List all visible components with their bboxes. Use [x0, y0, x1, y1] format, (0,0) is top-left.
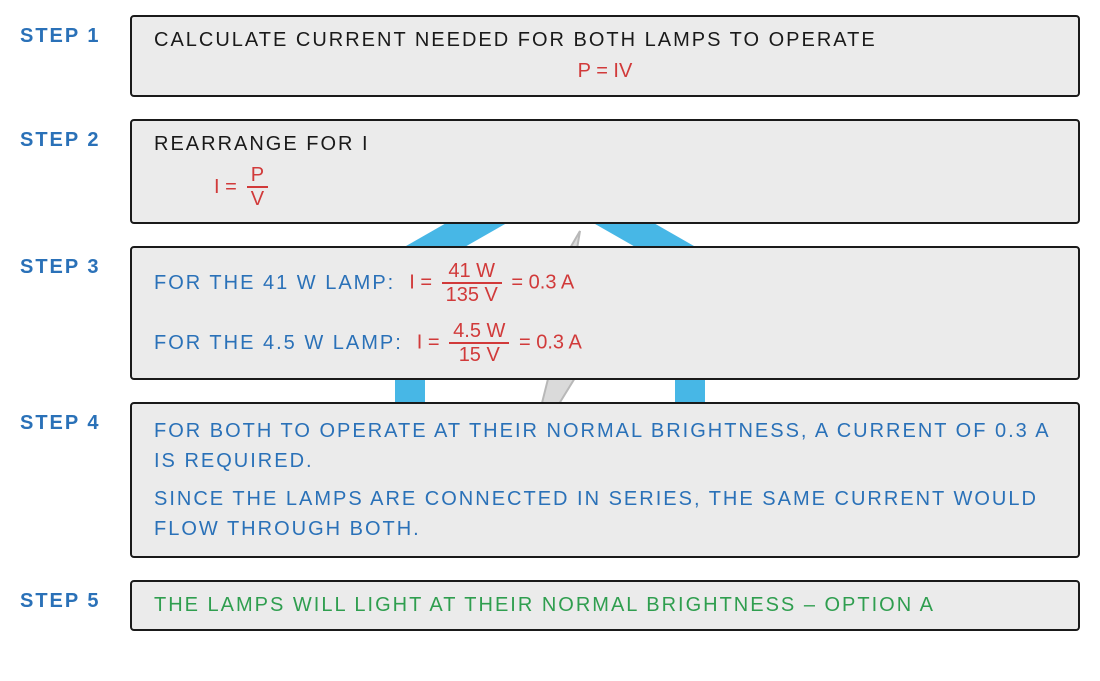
step-3-lamp2-lhs: I = [417, 331, 440, 353]
step-4-card: FOR BOTH TO OPERATE AT THEIR NORMAL BRIG… [130, 402, 1080, 558]
step-2-equation: I = P V [154, 164, 1056, 210]
step-3-lamp2-result: = 0.3 A [519, 331, 582, 353]
step-5-line1: THE LAMPS WILL LIGHT AT THEIR NORMAL BRI… [154, 594, 1056, 617]
step-5-label: STEP 5 [20, 580, 130, 613]
step-1-title: CALCULATE CURRENT NEEDED FOR BOTH LAMPS … [154, 29, 1056, 52]
step-2-row: STEP 2 REARRANGE FOR I I = P V [20, 119, 1080, 224]
step-3-lamp1: FOR THE 41 W LAMP: I = 41 W 135 V = 0.3 … [154, 260, 1056, 306]
step-1-row: STEP 1 CALCULATE CURRENT NEEDED FOR BOTH… [20, 15, 1080, 97]
step-2-eq-num: P [247, 164, 268, 188]
step-2-eq-lhs: I = [214, 176, 237, 199]
step-3-lamp1-num: 41 W [442, 260, 502, 284]
step-1-card: CALCULATE CURRENT NEEDED FOR BOTH LAMPS … [130, 15, 1080, 97]
step-3-lamp1-label: FOR THE 41 W LAMP: [154, 272, 395, 295]
step-3-lamp2-num: 4.5 W [449, 320, 509, 344]
step-4-label: STEP 4 [20, 402, 130, 435]
step-3-lamp1-lhs: I = [409, 271, 432, 293]
step-1-equation: P = IV [154, 60, 1056, 83]
step-3-row: STEP 3 FOR THE 41 W LAMP: I = 41 W 135 V… [20, 246, 1080, 380]
step-3-card: FOR THE 41 W LAMP: I = 41 W 135 V = 0.3 … [130, 246, 1080, 380]
step-1-label: STEP 1 [20, 15, 130, 48]
step-3-lamp2: FOR THE 4.5 W LAMP: I = 4.5 W 15 V = 0.3… [154, 320, 1056, 366]
step-3-label: STEP 3 [20, 246, 130, 279]
step-4-line1: FOR BOTH TO OPERATE AT THEIR NORMAL BRIG… [154, 416, 1056, 476]
step-5-card: THE LAMPS WILL LIGHT AT THEIR NORMAL BRI… [130, 580, 1080, 631]
step-4-line2: SINCE THE LAMPS ARE CONNECTED IN SERIES,… [154, 484, 1056, 544]
step-3-lamp2-den: 15 V [449, 344, 509, 366]
step-2-card: REARRANGE FOR I I = P V [130, 119, 1080, 224]
step-2-eq-den: V [247, 188, 268, 210]
step-2-title: REARRANGE FOR I [154, 133, 1056, 156]
step-4-row: STEP 4 FOR BOTH TO OPERATE AT THEIR NORM… [20, 402, 1080, 558]
step-3-lamp1-result: = 0.3 A [511, 271, 574, 293]
step-3-lamp1-den: 135 V [442, 284, 502, 306]
step-3-lamp2-label: FOR THE 4.5 W LAMP: [154, 332, 403, 355]
step-2-label: STEP 2 [20, 119, 130, 152]
step-5-row: STEP 5 THE LAMPS WILL LIGHT AT THEIR NOR… [20, 580, 1080, 631]
